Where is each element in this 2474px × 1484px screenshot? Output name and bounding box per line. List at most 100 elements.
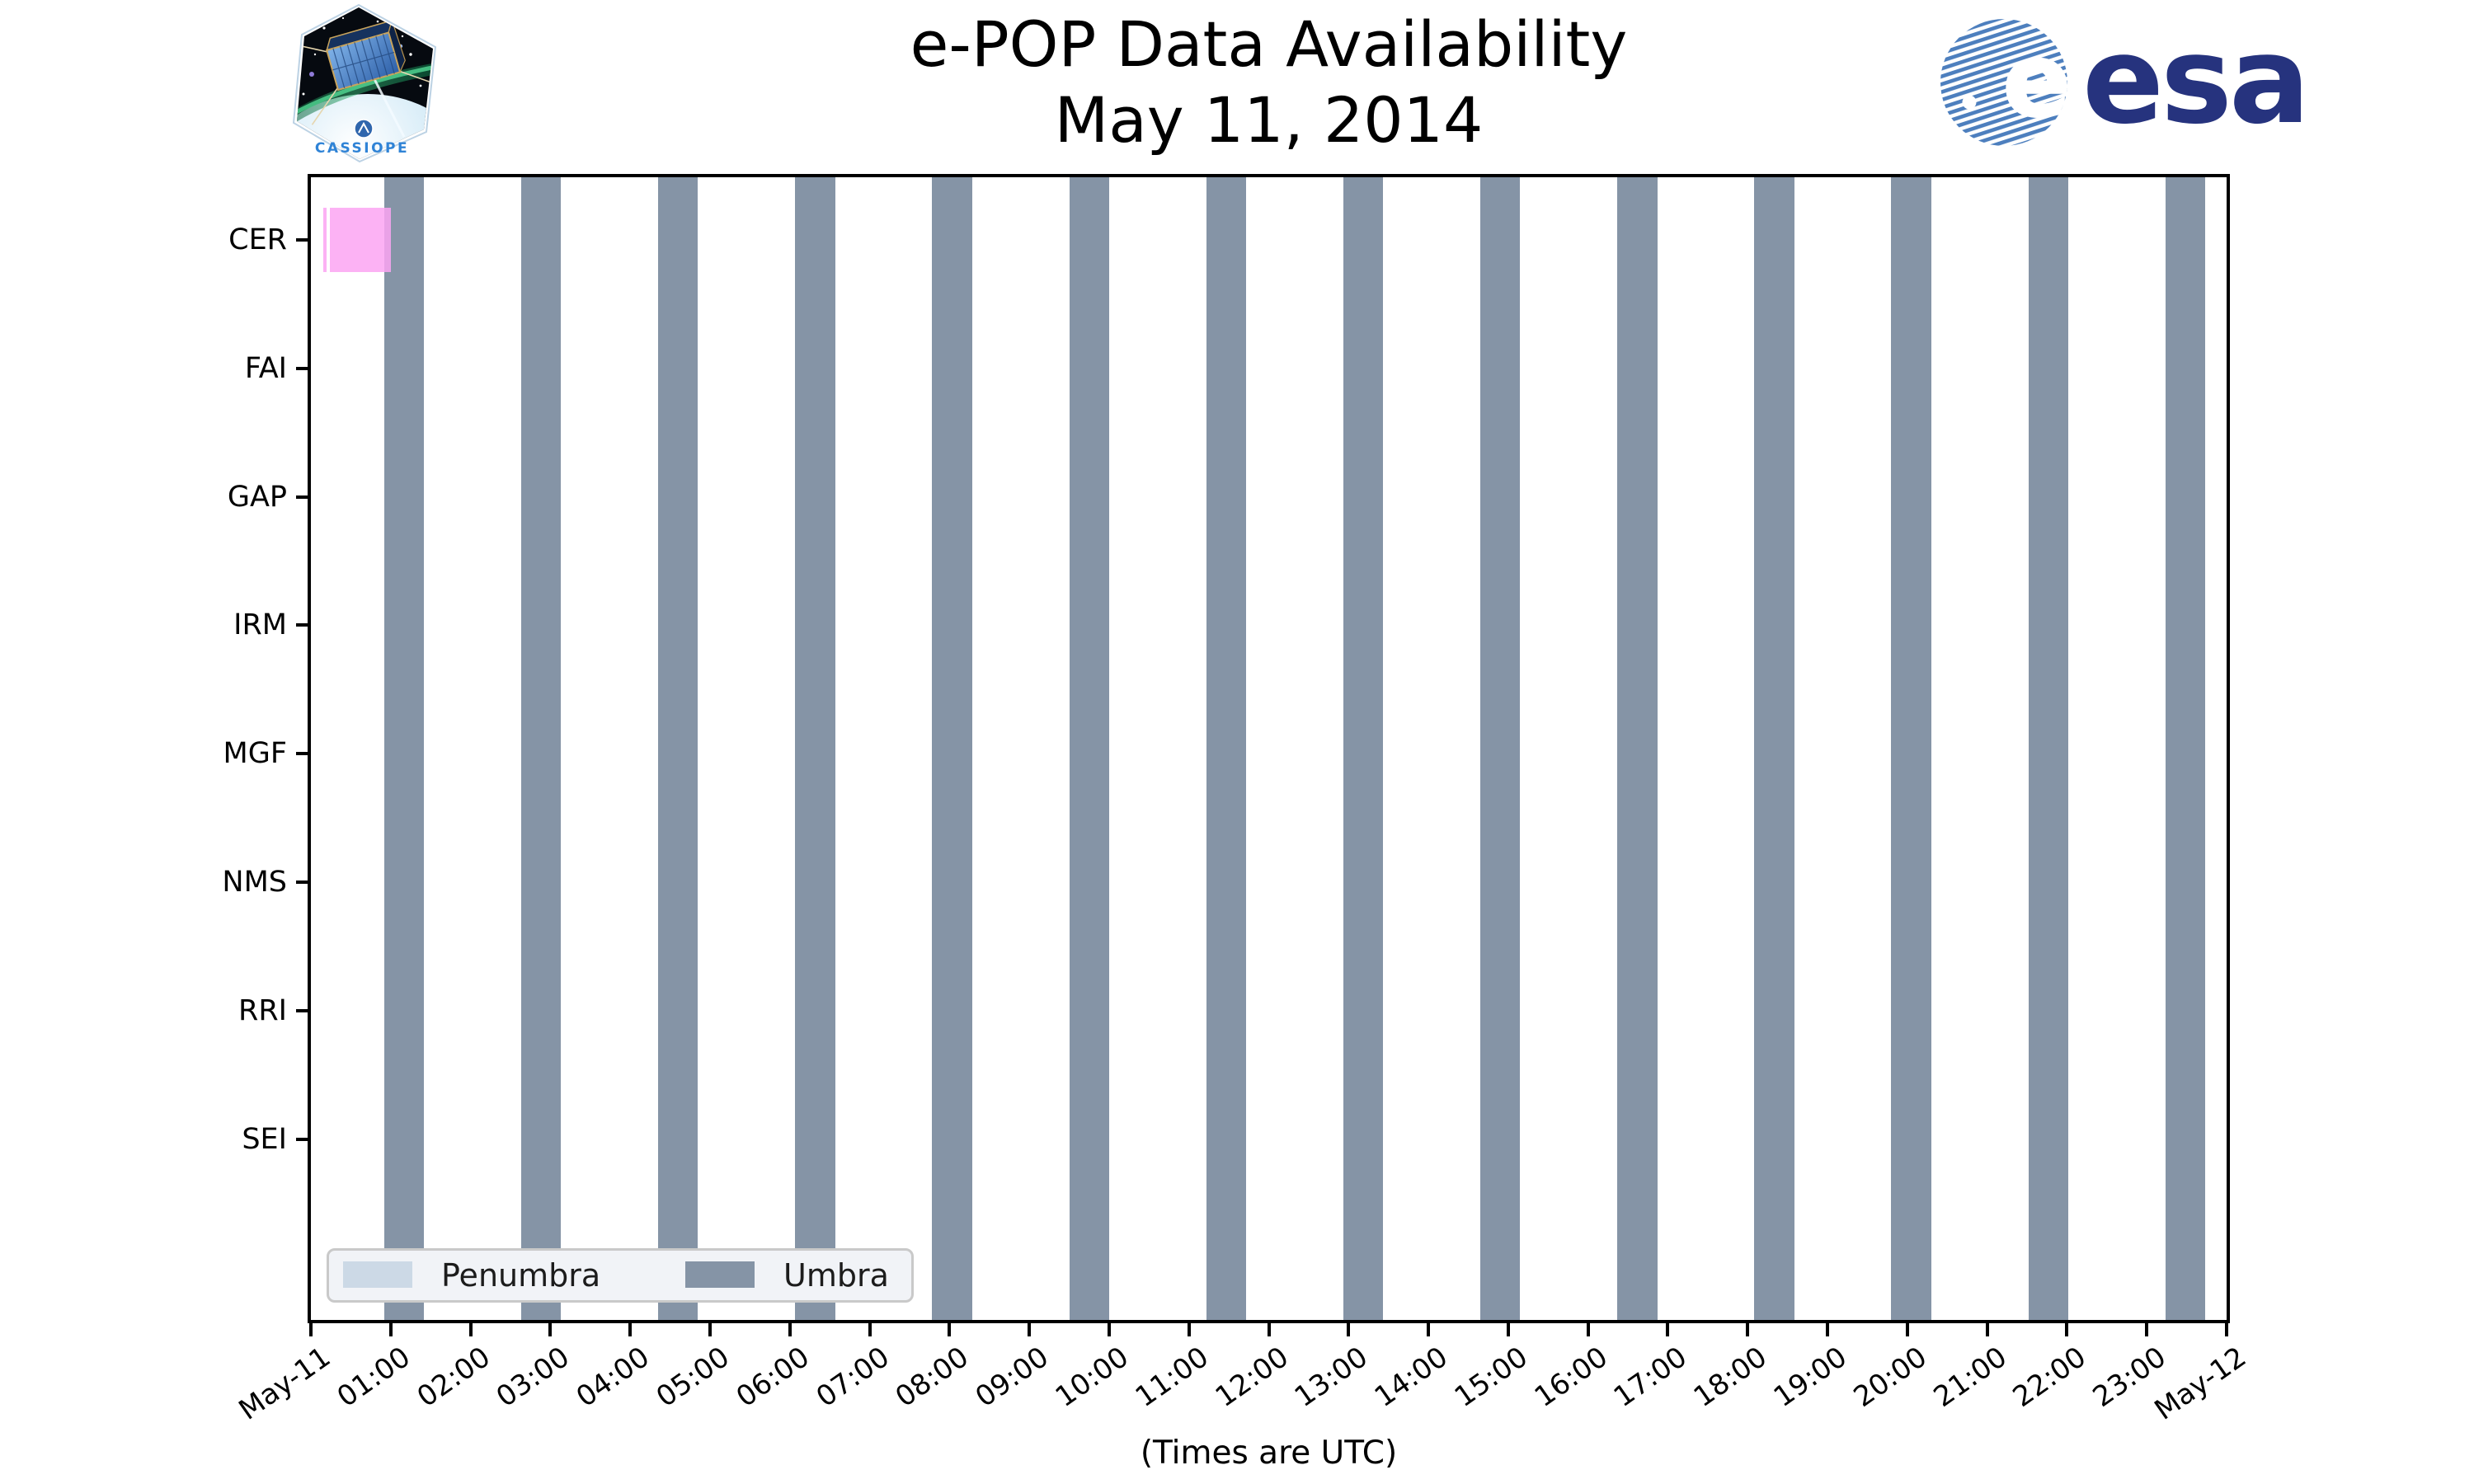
umbra-band <box>383 177 425 1320</box>
x-axis-caption: (Times are UTC) <box>1140 1435 1398 1472</box>
x-tick <box>1187 1323 1191 1336</box>
x-tick <box>1347 1323 1351 1336</box>
legend-label-umbra: Umbra <box>783 1257 889 1294</box>
x-tick <box>548 1323 553 1336</box>
umbra-band <box>2028 177 2069 1320</box>
chart-subtitle: May 11, 2014 <box>1054 83 1484 157</box>
umbra-band <box>2165 177 2206 1320</box>
umbra-band <box>1891 177 1931 1320</box>
chart-title: e-POP Data Availability <box>910 7 1628 81</box>
umbra-band <box>795 177 835 1320</box>
x-tick <box>1028 1323 1032 1336</box>
umbra-band <box>1754 177 1794 1320</box>
x-tick <box>788 1323 792 1336</box>
x-tick <box>2225 1323 2228 1336</box>
patch-beam <box>373 78 406 138</box>
x-tick-label: 22:00 <box>2007 1341 2093 1414</box>
x-tick-label: 06:00 <box>730 1341 816 1414</box>
availability-bar-cer <box>322 208 327 272</box>
umbra-band <box>1069 177 1109 1320</box>
x-tick <box>708 1323 712 1336</box>
x-tick <box>948 1323 952 1336</box>
x-tick-label: 05:00 <box>650 1341 736 1414</box>
y-tick <box>296 366 308 370</box>
y-tick-label-fai: FAI <box>244 351 287 385</box>
x-tick-label: 01:00 <box>331 1341 416 1414</box>
umbra-band <box>658 177 698 1320</box>
x-tick-label: 03:00 <box>491 1341 576 1414</box>
y-tick <box>296 881 308 884</box>
y-tick-label-sei: SEI <box>242 1122 287 1156</box>
x-tick <box>1746 1323 1750 1336</box>
x-tick <box>1427 1323 1431 1336</box>
x-tick <box>1826 1323 1830 1336</box>
x-tick-label: 16:00 <box>1528 1341 1614 1414</box>
y-tick <box>296 238 308 242</box>
x-tick <box>309 1323 313 1336</box>
cassiope-mission-patch: CASSIOPE <box>292 3 437 163</box>
umbra-band <box>1617 177 1658 1320</box>
x-tick-label: 14:00 <box>1368 1341 1455 1414</box>
x-tick <box>868 1323 872 1336</box>
umbra-band <box>520 177 562 1320</box>
y-tick <box>296 1137 308 1141</box>
x-tick <box>628 1323 633 1336</box>
chart-title-block: e-POP Data Availability May 11, 2014 <box>311 7 2227 158</box>
x-tick <box>1506 1323 1510 1336</box>
esa-logo: e esa <box>1940 13 2310 149</box>
x-tick <box>1905 1323 1909 1336</box>
umbra-band <box>1479 177 1521 1320</box>
x-tick-label: 17:00 <box>1608 1341 1694 1414</box>
umbra-band <box>1206 177 1247 1320</box>
x-tick <box>1985 1323 1989 1336</box>
x-tick <box>2145 1323 2149 1336</box>
x-tick-label: 07:00 <box>810 1341 896 1414</box>
y-tick <box>296 623 308 627</box>
x-tick-label: 20:00 <box>1847 1341 1933 1414</box>
x-tick-label: 13:00 <box>1289 1341 1375 1414</box>
plot-frame <box>308 174 2230 1323</box>
legend-swatch-umbra <box>685 1261 755 1288</box>
umbra-band <box>1343 177 1384 1320</box>
x-tick <box>1107 1323 1111 1336</box>
availability-bar-cer <box>329 208 391 272</box>
patch-csa-roundel <box>354 119 374 139</box>
x-tick-label: 18:00 <box>1687 1341 1774 1414</box>
x-tick <box>388 1323 393 1336</box>
patch-cassiope-text: CASSIOPE <box>315 140 409 157</box>
y-tick-label-mgf: MGF <box>223 737 287 771</box>
y-tick-label-nms: NMS <box>222 866 287 899</box>
x-tick <box>1267 1323 1271 1336</box>
x-tick-label: 10:00 <box>1049 1341 1135 1414</box>
x-tick <box>1666 1323 1670 1336</box>
x-tick-label: 12:00 <box>1209 1341 1295 1414</box>
x-tick <box>2065 1323 2069 1336</box>
y-tick-label-irm: IRM <box>233 608 287 642</box>
x-tick-label: 21:00 <box>1927 1341 2013 1414</box>
y-tick-label-cer: CER <box>228 223 287 256</box>
x-tick-label: 15:00 <box>1448 1341 1534 1414</box>
x-tick-label: 11:00 <box>1129 1341 1215 1414</box>
legend-swatch-penumbra <box>343 1261 412 1288</box>
x-tick-label: May-12 <box>2148 1341 2252 1427</box>
x-tick-label: 08:00 <box>890 1341 976 1414</box>
x-tick-label: 02:00 <box>411 1341 496 1414</box>
legend: Penumbra Umbra <box>327 1248 914 1303</box>
patch-aurora-bright <box>297 65 433 118</box>
patch-stars <box>302 16 422 96</box>
y-tick <box>296 495 308 499</box>
x-tick <box>1586 1323 1590 1336</box>
x-tick <box>468 1323 473 1336</box>
y-tick <box>296 1008 308 1012</box>
x-tick-label: 04:00 <box>570 1341 656 1414</box>
x-tick-label: 19:00 <box>1767 1341 1853 1414</box>
y-tick-label-gap: GAP <box>227 480 287 514</box>
umbra-band <box>932 177 972 1320</box>
legend-label-penumbra: Penumbra <box>441 1257 601 1294</box>
x-tick-label: 09:00 <box>969 1341 1056 1414</box>
esa-wordmark: esa <box>2082 13 2307 149</box>
y-tick <box>296 752 308 756</box>
